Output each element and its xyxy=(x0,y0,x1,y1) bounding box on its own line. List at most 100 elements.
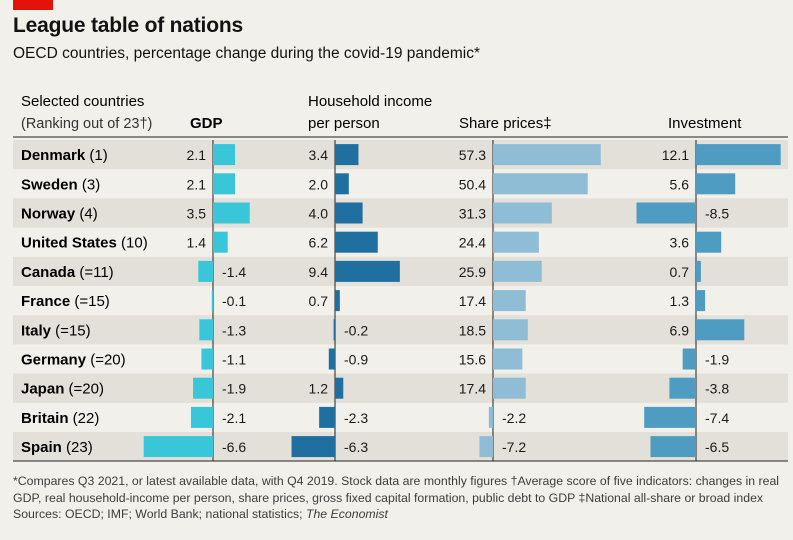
value-label-income: 2.0 xyxy=(309,176,329,192)
country-label: Germany (=20) xyxy=(21,352,126,369)
value-label-income: 0.7 xyxy=(309,293,329,309)
bar-shares xyxy=(493,144,601,166)
row-band xyxy=(13,315,788,345)
bar-investment xyxy=(650,436,696,458)
country-rows: Denmark (1)Sweden (3)Norway (4)United St… xyxy=(21,147,148,456)
value-label-investment: 0.7 xyxy=(670,264,690,280)
value-label-shares: 17.4 xyxy=(459,381,486,397)
bar-income xyxy=(335,377,344,399)
value-label-gdp: 3.5 xyxy=(187,206,207,222)
country-name: Denmark xyxy=(21,147,86,164)
value-label-investment: -8.5 xyxy=(705,206,729,222)
value-label-investment: 5.6 xyxy=(670,176,690,192)
header-countries-line1: Selected countries xyxy=(21,93,144,110)
bar-investment xyxy=(696,144,781,166)
country-rank: (=15) xyxy=(51,322,91,339)
header-investment: Investment xyxy=(668,115,742,132)
value-label-income: 1.2 xyxy=(309,381,329,397)
value-label-investment: 3.6 xyxy=(670,235,690,251)
country-label: France (=15) xyxy=(21,293,110,310)
value-label-income: -2.3 xyxy=(344,410,368,426)
bar-gdp xyxy=(213,202,250,224)
country-name: Norway xyxy=(21,206,76,223)
country-rank: (10) xyxy=(117,235,148,252)
bar-income xyxy=(335,144,359,166)
bar-shares xyxy=(493,231,539,253)
header-shares: Share prices‡ xyxy=(459,115,552,132)
country-name: Britain xyxy=(21,410,69,427)
country-rank: (1) xyxy=(85,147,108,164)
bar-shares xyxy=(493,319,528,341)
country-name: Canada xyxy=(21,264,76,281)
value-label-shares: 24.4 xyxy=(459,235,486,251)
country-rank: (=20) xyxy=(86,352,126,369)
row-bands xyxy=(13,140,788,462)
bar-shares xyxy=(493,173,588,195)
bar-gdp xyxy=(213,173,236,195)
value-label-gdp: 2.1 xyxy=(187,147,207,163)
bar-income xyxy=(335,290,340,312)
bar-investment xyxy=(644,406,696,428)
value-label-income: 6.2 xyxy=(309,235,329,251)
country-label: Norway (4) xyxy=(21,206,98,223)
value-label-shares: -2.2 xyxy=(502,410,526,426)
value-label-income: -0.2 xyxy=(344,322,368,338)
country-label: Britain (22) xyxy=(21,410,99,427)
bar-investment xyxy=(696,231,722,253)
value-label-shares: 50.4 xyxy=(459,176,486,192)
bar-shares xyxy=(488,406,493,428)
bar-gdp xyxy=(201,348,213,370)
value-label-investment: -1.9 xyxy=(705,352,729,368)
bar-income xyxy=(333,319,335,341)
country-rank: (=20) xyxy=(64,381,104,398)
bar-shares xyxy=(493,260,542,282)
bar-income xyxy=(291,436,335,458)
country-name: France xyxy=(21,293,70,310)
value-label-gdp: -1.4 xyxy=(222,264,246,280)
country-rank: (3) xyxy=(78,176,101,193)
value-label-income: 4.0 xyxy=(309,206,329,222)
value-label-gdp: -1.1 xyxy=(222,352,246,368)
footnote: *Compares Q3 2021, or latest available d… xyxy=(13,473,788,523)
column-headers: Selected countries (Ranking out of 23†) … xyxy=(21,93,742,132)
row-band xyxy=(13,373,788,403)
country-label: Japan (=20) xyxy=(21,381,104,398)
value-label-shares: 57.3 xyxy=(459,147,486,163)
bar-investment xyxy=(696,173,736,195)
bar-investment xyxy=(669,377,696,399)
country-rank: (=15) xyxy=(70,293,110,310)
country-label: Spain (23) xyxy=(21,439,93,456)
country-name: Spain xyxy=(21,439,62,456)
value-label-shares: 25.9 xyxy=(459,264,486,280)
value-label-gdp: -0.1 xyxy=(222,293,246,309)
bar-shares xyxy=(493,348,523,370)
bar-shares xyxy=(493,377,526,399)
value-label-income: -6.3 xyxy=(344,439,368,455)
bar-shares xyxy=(493,202,552,224)
bar-income xyxy=(335,260,400,282)
value-label-investment: -6.5 xyxy=(705,439,729,455)
country-label: Canada (=11) xyxy=(21,264,114,281)
bar-gdp xyxy=(193,377,213,399)
footnote-sources-text: Sources: OECD; IMF; World Bank; national… xyxy=(13,507,306,521)
bar-investment xyxy=(696,290,706,312)
country-label: Sweden (3) xyxy=(21,176,100,193)
value-label-investment: -3.8 xyxy=(705,381,729,397)
bar-gdp xyxy=(213,144,236,166)
bar-income xyxy=(335,231,378,253)
value-label-income: 9.4 xyxy=(309,264,329,280)
country-rank: (22) xyxy=(69,410,100,427)
country-rank: (23) xyxy=(62,439,93,456)
chart-title: League table of nations xyxy=(13,14,243,37)
value-label-shares: 17.4 xyxy=(459,293,486,309)
chart-subtitle: OECD countries, percentage change during… xyxy=(13,45,480,62)
value-label-shares: 18.5 xyxy=(459,322,486,338)
value-label-gdp: 1.4 xyxy=(187,235,207,251)
value-label-income: 3.4 xyxy=(309,147,329,163)
country-label: Denmark (1) xyxy=(21,147,108,164)
value-label-gdp: -1.9 xyxy=(222,381,246,397)
bar-income xyxy=(319,406,335,428)
bar-gdp xyxy=(213,231,228,253)
value-label-shares: 15.6 xyxy=(459,352,486,368)
